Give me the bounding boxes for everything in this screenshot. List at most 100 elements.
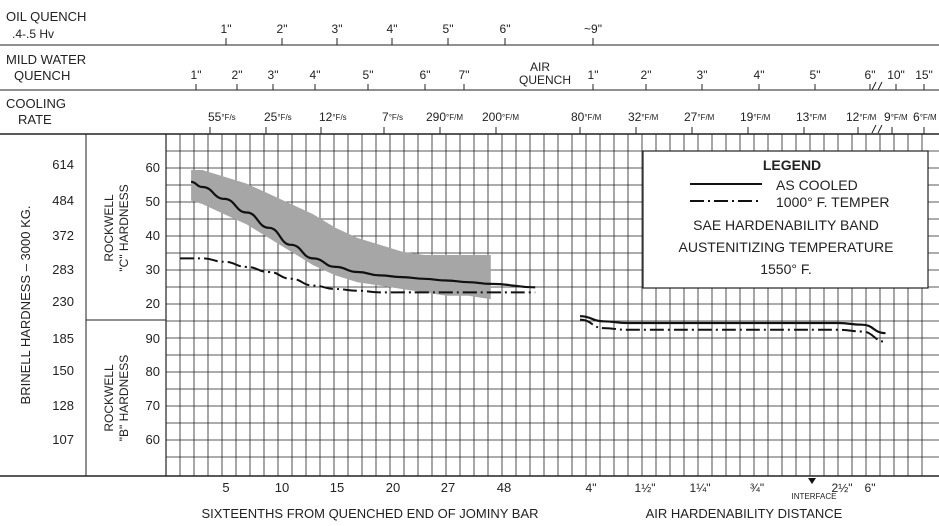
x-left-tick: 20 bbox=[386, 480, 400, 495]
air-quench-tick: 4" bbox=[754, 68, 765, 82]
cooling-rate-label-1: COOLING bbox=[6, 96, 66, 111]
legend-temper: 1000° F. TEMPER bbox=[776, 194, 890, 210]
header-tick-marks bbox=[195, 38, 925, 134]
rockwell-c-tick: 40 bbox=[146, 228, 160, 243]
rockwell-b-tick: 90 bbox=[146, 331, 160, 346]
oil-quench-tick: 1" bbox=[221, 22, 232, 36]
rockwell-c-tick: 20 bbox=[146, 296, 160, 311]
break-marks bbox=[871, 81, 883, 134]
rockwell-b-tick: 70 bbox=[146, 398, 160, 413]
cooling-rate-tick: 6°F/M bbox=[913, 110, 937, 124]
temper-curve bbox=[180, 257, 536, 294]
x-right-tick: 6" bbox=[865, 481, 876, 495]
brinell-tick: 230 bbox=[52, 294, 74, 309]
brinell-tick: 372 bbox=[52, 228, 74, 243]
interface-marker-icon bbox=[808, 478, 816, 484]
rockwell-c-tick: 30 bbox=[146, 262, 160, 277]
mild-water-tick: 3" bbox=[268, 68, 279, 82]
cooling-rate-tick: 290°F/M bbox=[426, 110, 463, 124]
cooling-rate-label-2: RATE bbox=[18, 112, 52, 127]
x-right-tick: 1½" bbox=[635, 481, 656, 495]
x-left-axis-label: SIXTEENTHS FROM QUENCHED END OF JOMINY B… bbox=[201, 506, 538, 521]
brinell-axis-label: BRINELL HARDNESS – 3000 KG. bbox=[18, 206, 33, 405]
cooling-rate-tick: 12°F/M bbox=[846, 110, 877, 124]
mild-water-label-2: QUENCH bbox=[14, 68, 70, 83]
brinell-ticks: 614 484 372 283 230 185 150 128 107 bbox=[52, 157, 74, 447]
hardenability-band bbox=[191, 170, 491, 300]
oil-quench-label-1: OIL QUENCH bbox=[6, 9, 86, 24]
as-cooled-air-curve bbox=[579, 315, 886, 335]
air-quench-ticks: 1" 2" 3" 4" 5" 6" 10" 15" bbox=[588, 68, 933, 82]
air-quench-label-1: AIR bbox=[530, 60, 550, 74]
cooling-rate-tick: 55°F/s bbox=[208, 110, 236, 124]
legend-line-1: SAE HARDENABILITY BAND bbox=[693, 217, 879, 233]
legend-line-3: 1550° F. bbox=[760, 261, 812, 277]
mild-water-label-1: MILD WATER bbox=[6, 52, 86, 67]
x-right-tick: 4" bbox=[586, 481, 597, 495]
cooling-rate-tick: 80°F/M bbox=[571, 110, 602, 124]
oil-quench-tick: 5" bbox=[443, 22, 454, 36]
oil-quench-tick: 3" bbox=[332, 22, 343, 36]
cooling-rate-tick: 12°F/s bbox=[319, 110, 347, 124]
interface-label: INTERFACE bbox=[792, 492, 837, 501]
brinell-tick: 185 bbox=[52, 331, 74, 346]
x-left-tick: 5 bbox=[222, 480, 229, 495]
air-quench-tick: 1" bbox=[588, 68, 599, 82]
rockwell-b-label-2: "B" HARDNESS bbox=[117, 355, 131, 442]
cooling-rate-tick: 19°F/M bbox=[740, 110, 771, 124]
air-quench-tick: 15" bbox=[915, 68, 933, 82]
rockwell-b-ticks: 90 80 70 60 bbox=[146, 331, 160, 447]
x-left-ticks: 5 10 15 20 27 48 bbox=[222, 480, 511, 495]
x-right-tick: 2½" bbox=[832, 481, 853, 495]
oil-quench-tick: 2" bbox=[277, 22, 288, 36]
cooling-rate-tick: 13°F/M bbox=[796, 110, 827, 124]
air-quench-tick: 6" bbox=[865, 68, 876, 82]
oil-quench-tick: ~9" bbox=[584, 22, 602, 36]
rockwell-c-tick: 60 bbox=[146, 160, 160, 175]
mild-water-tick: 1" bbox=[191, 68, 202, 82]
legend-title: LEGEND bbox=[763, 157, 821, 173]
mild-water-tick: 6" bbox=[420, 68, 431, 82]
cooling-rate-tick: 25°F/s bbox=[264, 110, 292, 124]
brinell-tick: 107 bbox=[52, 432, 74, 447]
cooling-rate-ticks: 55°F/s 25°F/s 12°F/s 7°F/s 290°F/M 200°F… bbox=[208, 110, 937, 124]
x-left-tick: 27 bbox=[441, 480, 455, 495]
x-right-axis-label: AIR HARDENABILITY DISTANCE bbox=[646, 506, 843, 521]
legend-as-cooled: AS COOLED bbox=[776, 177, 858, 193]
x-left-tick: 48 bbox=[497, 480, 511, 495]
x-right-tick: 1¼" bbox=[690, 481, 711, 495]
legend: LEGEND AS COOLED 1000° F. TEMPER SAE HAR… bbox=[642, 150, 929, 289]
cooling-rate-tick: 27°F/M bbox=[684, 110, 715, 124]
brinell-tick: 128 bbox=[52, 398, 74, 413]
oil-quench-ticks: 1" 2" 3" 4" 5" 6" ~9" bbox=[221, 22, 602, 36]
mild-water-tick: 7" bbox=[459, 68, 470, 82]
mild-water-tick: 4" bbox=[310, 68, 321, 82]
brinell-tick: 614 bbox=[52, 157, 74, 172]
x-left-tick: 10 bbox=[275, 480, 289, 495]
brinell-tick: 283 bbox=[52, 262, 74, 277]
cooling-rate-tick: 9°F/M bbox=[884, 110, 908, 124]
oil-quench-label-2: .4-.5 Hv bbox=[12, 27, 54, 41]
cooling-rate-tick: 32°F/M bbox=[628, 110, 659, 124]
brinell-tick: 484 bbox=[52, 193, 74, 208]
mild-water-tick: 5" bbox=[363, 68, 374, 82]
brinell-tick: 150 bbox=[52, 363, 74, 378]
rockwell-c-label-2: "C" HARDNESS bbox=[117, 184, 131, 271]
rockwell-c-label-1: ROCKWELL bbox=[102, 194, 116, 262]
rockwell-b-tick: 60 bbox=[146, 432, 160, 447]
air-quench-tick: 10" bbox=[887, 68, 905, 82]
air-quench-tick: 5" bbox=[810, 68, 821, 82]
x-left-tick: 15 bbox=[330, 480, 344, 495]
legend-line-2: AUSTENITIZING TEMPERATURE bbox=[679, 239, 894, 255]
x-right-ticks: 4" 1½" 1¼" ¾" 2½" 6" bbox=[586, 481, 876, 495]
air-quench-tick: 3" bbox=[697, 68, 708, 82]
rockwell-b-tick: 80 bbox=[146, 364, 160, 379]
oil-quench-tick: 6" bbox=[500, 22, 511, 36]
cooling-rate-tick: 7°F/s bbox=[382, 110, 403, 124]
cooling-rate-tick: 200°F/M bbox=[482, 110, 519, 124]
air-quench-label-2: QUENCH bbox=[519, 73, 571, 87]
rockwell-c-tick: 50 bbox=[146, 194, 160, 209]
mild-water-ticks: 1" 2" 3" 4" 5" 6" 7" bbox=[191, 68, 470, 82]
